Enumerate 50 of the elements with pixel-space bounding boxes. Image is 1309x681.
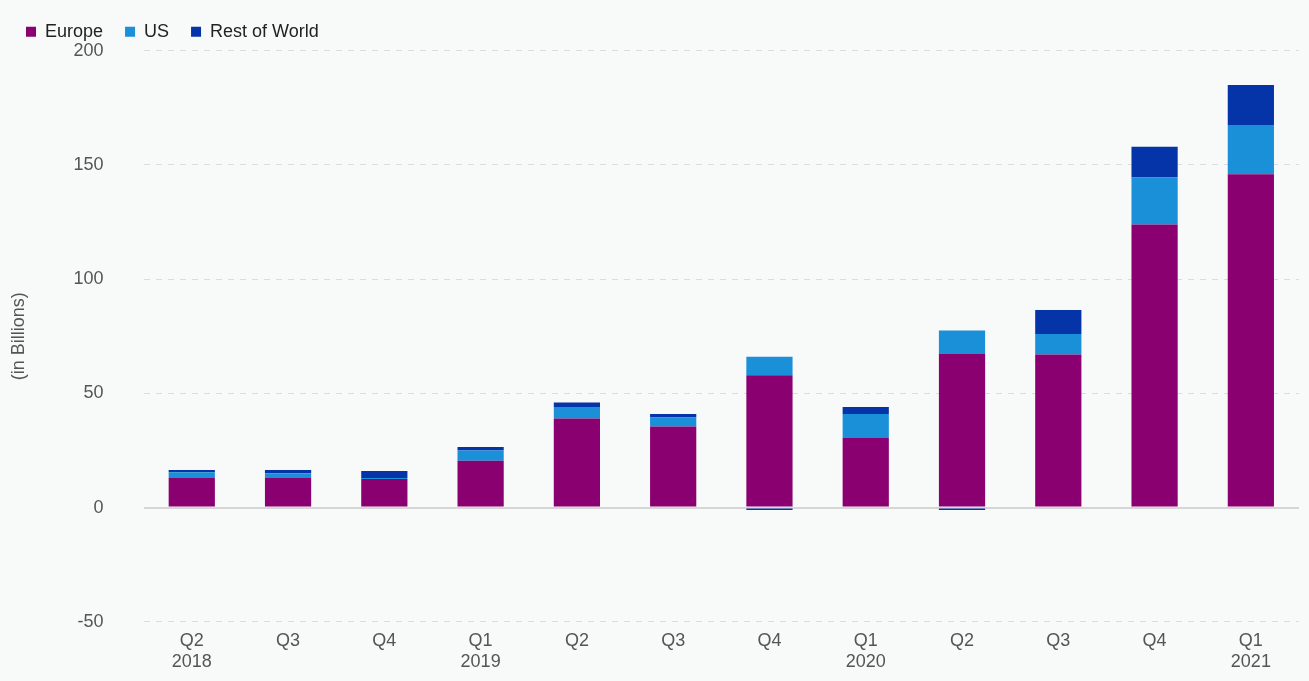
legend-label: Europe xyxy=(45,20,104,41)
bar xyxy=(553,418,600,507)
bar xyxy=(746,375,793,507)
legend-label: Rest of World xyxy=(210,20,319,41)
y-tick-label: 150 xyxy=(73,153,104,174)
bar xyxy=(1035,334,1082,355)
x-tick-label: Q2 xyxy=(950,629,975,650)
bar xyxy=(168,477,215,507)
x-tick-label: Q1 2020 xyxy=(845,629,886,672)
x-tick-label: Q3 xyxy=(276,629,301,650)
x-tick-label: Q3 xyxy=(1046,629,1071,650)
x-tick-label: Q2 2018 xyxy=(171,629,212,672)
bar xyxy=(361,471,408,478)
bar xyxy=(650,426,697,507)
bar xyxy=(1131,224,1178,507)
x-tick-label: Q3 xyxy=(661,629,686,650)
bar xyxy=(938,353,986,507)
x-tick-label: Q1 2019 xyxy=(460,629,501,672)
bar xyxy=(168,472,215,478)
bar xyxy=(746,356,793,376)
x-tick-label: Q2 xyxy=(564,629,589,650)
bar xyxy=(842,407,889,414)
bar xyxy=(361,479,408,507)
y-tick-label: 0 xyxy=(93,496,104,517)
bar xyxy=(1227,125,1274,175)
y-axis-title: (in Billions) xyxy=(7,292,28,381)
y-tick-label: 50 xyxy=(83,382,104,403)
legend-label: US xyxy=(144,20,170,41)
bar xyxy=(457,460,504,507)
bar xyxy=(842,437,889,507)
bar xyxy=(264,473,312,478)
bar xyxy=(1131,177,1178,225)
bar xyxy=(1035,354,1082,507)
bar xyxy=(938,330,986,354)
bar xyxy=(1227,85,1274,126)
x-tick-label: Q1 2021 xyxy=(1230,629,1271,672)
bar xyxy=(650,417,697,427)
y-tick-label: 100 xyxy=(73,268,104,289)
bar xyxy=(1227,174,1274,507)
x-tick-label: Q4 xyxy=(372,629,397,650)
bar xyxy=(1131,146,1178,178)
bar xyxy=(553,407,600,419)
bar xyxy=(264,477,312,507)
y-tick-label: -50 xyxy=(77,610,104,631)
x-tick-label: Q4 xyxy=(1142,629,1167,650)
x-tick-label: Q4 xyxy=(757,629,782,650)
bar xyxy=(842,413,889,438)
bar xyxy=(457,447,504,451)
bar xyxy=(1035,310,1082,335)
bar xyxy=(457,450,504,461)
